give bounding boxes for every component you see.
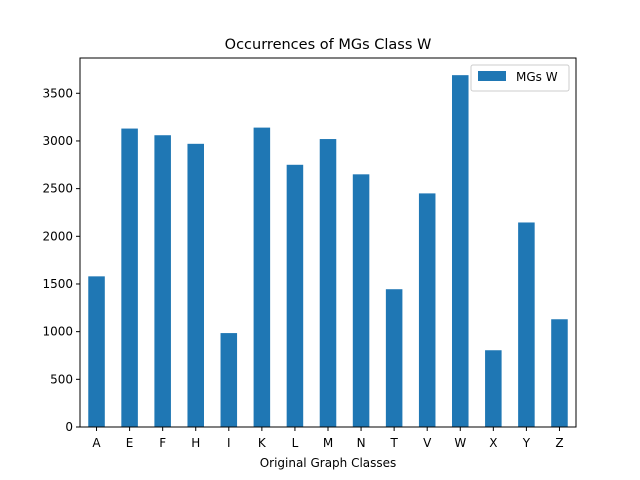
bar-X: [485, 350, 502, 427]
bar-A: [88, 276, 105, 427]
y-tick-label-3000: 3000: [42, 134, 73, 148]
chart-title: Occurrences of MGs Class W: [225, 37, 432, 53]
x-tick-label-E: E: [126, 436, 134, 450]
bar-M: [319, 139, 337, 427]
x-tick-label-A: A: [92, 436, 101, 450]
bar-L: [286, 164, 304, 427]
y-tick-label-0: 0: [65, 420, 73, 434]
x-tick-label-W: W: [454, 436, 466, 450]
x-tick-label-Y: Y: [522, 436, 531, 450]
legend-swatch: [478, 71, 506, 81]
plot-frame: [79, 57, 577, 428]
bar-T: [385, 289, 403, 427]
x-tick-label-M: M: [323, 436, 333, 450]
x-tick-label-F: F: [159, 436, 166, 450]
x-tick-label-K: K: [258, 436, 267, 450]
bar-H: [187, 143, 204, 427]
x-tick-label-I: I: [227, 436, 231, 450]
x-tick-label-H: H: [191, 436, 200, 450]
y-tick-label-2500: 2500: [42, 182, 73, 196]
x-tick-label-Z: Z: [555, 436, 563, 450]
bar-I: [220, 333, 238, 427]
x-tick-label-L: L: [292, 436, 299, 450]
y-tick-label-1000: 1000: [42, 325, 73, 339]
x-tick-label-N: N: [357, 436, 366, 450]
bar-W: [452, 75, 469, 428]
y-tick-label-3500: 3500: [42, 86, 73, 100]
bars-group: [88, 75, 568, 428]
bar-K: [253, 127, 271, 428]
x-axis-label: Original Graph Classes: [260, 456, 397, 470]
bar-Z: [551, 319, 568, 427]
bar-Y: [518, 222, 535, 427]
legend-label: MGs W: [516, 70, 558, 84]
bar-E: [121, 128, 138, 427]
y-tick-label-500: 500: [50, 372, 73, 386]
legend: MGs W: [470, 64, 570, 92]
y-tick-label-1500: 1500: [42, 277, 73, 291]
bar-N: [352, 174, 370, 427]
y-tick-label-2000: 2000: [42, 229, 73, 243]
x-tick-label-V: V: [423, 436, 432, 450]
bar-F: [154, 135, 171, 428]
x-tick-label-X: X: [489, 436, 497, 450]
y-axis: 0 500 1000 1500 2000 2500 3000 3500: [42, 86, 80, 434]
x-tick-label-T: T: [389, 436, 398, 450]
bar-V: [418, 193, 436, 427]
